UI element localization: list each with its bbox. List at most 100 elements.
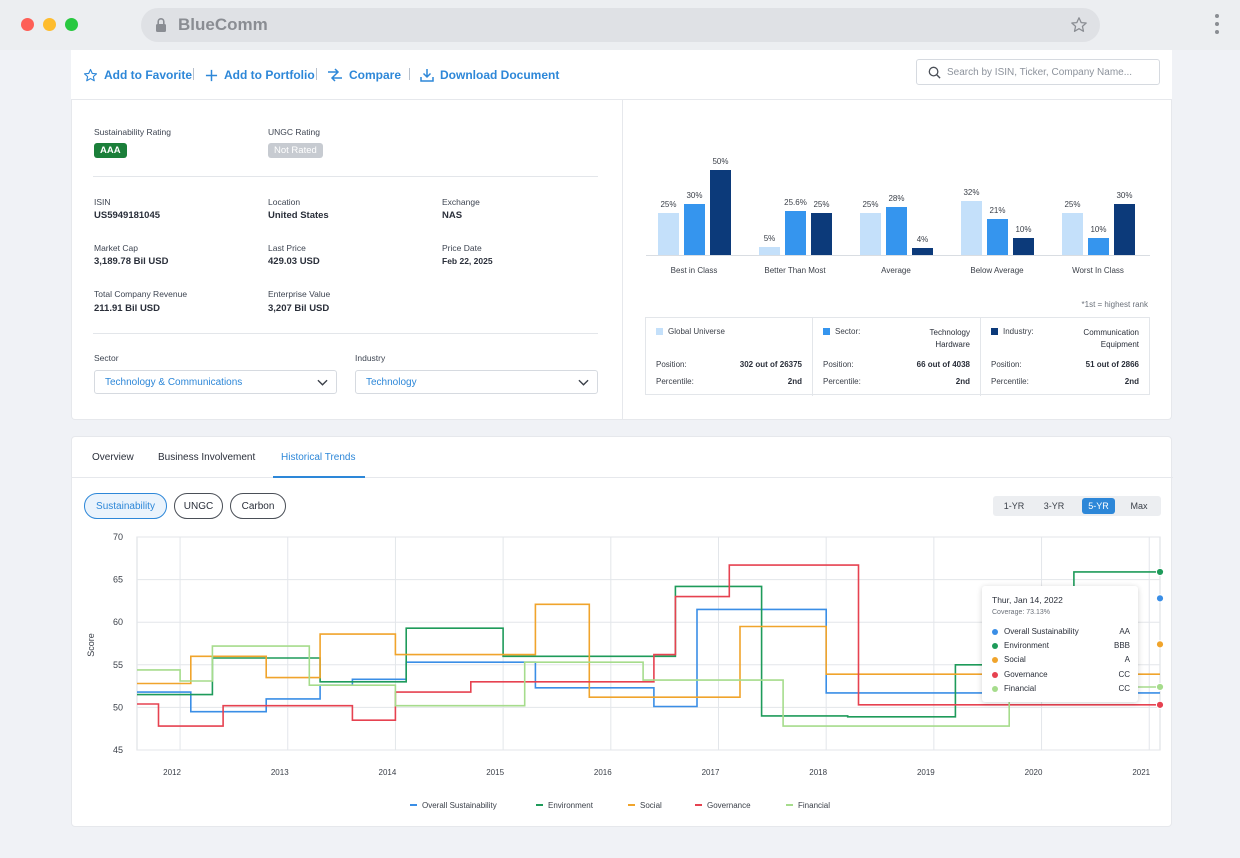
x-tick-label: 2012 bbox=[163, 768, 181, 777]
industry-selected-value: Technology bbox=[366, 377, 417, 388]
price-date-label: Price Date bbox=[442, 243, 482, 253]
legend-swatch bbox=[991, 328, 998, 335]
position-label: Position: bbox=[991, 360, 1022, 369]
distribution-bar bbox=[1062, 212, 1083, 255]
percentile-label: Percentile: bbox=[823, 377, 861, 386]
exchange-value: NAS bbox=[442, 210, 463, 221]
close-window-button[interactable] bbox=[21, 18, 34, 31]
y-tick-label: 45 bbox=[113, 745, 123, 755]
tab-business-involvement[interactable]: Business Involvement bbox=[158, 452, 256, 463]
add-to-favorite-label: Add to Favorite bbox=[104, 68, 193, 82]
distribution-bar-label: 10% bbox=[1090, 225, 1107, 234]
plus-icon bbox=[205, 69, 218, 81]
tooltip-dot bbox=[992, 629, 998, 635]
distribution-bar bbox=[658, 212, 679, 255]
tab-overview[interactable]: Overview bbox=[92, 452, 134, 463]
distribution-bar bbox=[785, 211, 806, 255]
range-5yr-button[interactable]: 5-YR bbox=[1082, 498, 1115, 514]
range-3yr-button[interactable]: 3-YR bbox=[1043, 501, 1065, 511]
section-divider bbox=[93, 176, 598, 177]
filter-sustainability[interactable]: Sustainability bbox=[84, 493, 167, 519]
tooltip-row: Financial CC bbox=[992, 684, 1130, 696]
rank-column-title: Industry: bbox=[1003, 327, 1034, 336]
y-tick-label: 50 bbox=[113, 702, 123, 712]
download-document-button[interactable]: Download Document bbox=[420, 65, 559, 85]
tooltip-series-value: A bbox=[1124, 655, 1130, 665]
series-end-marker bbox=[1155, 640, 1165, 649]
maximize-window-button[interactable] bbox=[65, 18, 78, 31]
tooltip-row: Overall Sustainability AA bbox=[992, 627, 1130, 639]
add-to-favorite-button[interactable]: Add to Favorite bbox=[83, 65, 192, 85]
tab-historical-trends[interactable]: Historical Trends bbox=[281, 452, 356, 463]
tooltip-coverage: Coverage: 73.13% bbox=[992, 609, 1050, 616]
action-toolbar: Add to Favorite Add to Portfolio Compare… bbox=[71, 50, 1172, 100]
distribution-bar bbox=[912, 248, 933, 255]
location-value: United States bbox=[268, 210, 329, 221]
lock-icon bbox=[156, 18, 166, 32]
tooltip-row: Environment BBB bbox=[992, 641, 1130, 653]
search-icon bbox=[928, 66, 941, 79]
distribution-bar-label: 25.6% bbox=[784, 198, 807, 208]
sector-selected-value: Technology & Communications bbox=[105, 377, 243, 388]
distribution-bar-label: 25% bbox=[1064, 199, 1081, 209]
browser-menu-icon[interactable] bbox=[1210, 14, 1224, 38]
range-1yr-button[interactable]: 1-YR bbox=[1003, 501, 1025, 511]
distribution-bar-label: 4% bbox=[916, 235, 929, 245]
rank-column-title: Sector: bbox=[835, 327, 861, 336]
browser-chrome: BlueComm bbox=[0, 0, 1240, 50]
percentile-value: 2nd bbox=[955, 377, 970, 386]
rank-info-column: Global Universe Position: 302 out of 26375… bbox=[646, 318, 813, 396]
distribution-bar-label: 21% bbox=[989, 206, 1006, 216]
sector-select[interactable]: Technology & Communications bbox=[94, 370, 337, 394]
rank-column-title: Global Universe bbox=[668, 327, 725, 336]
distribution-bar bbox=[1013, 238, 1034, 255]
ungc-rating-label: UNGC Rating bbox=[268, 127, 320, 137]
toolbar-divider bbox=[193, 68, 194, 80]
address-bar[interactable]: BlueComm bbox=[141, 8, 1100, 42]
distribution-bar-label: 50% bbox=[712, 157, 729, 166]
search-input[interactable] bbox=[947, 63, 1152, 81]
star-icon bbox=[83, 68, 98, 81]
x-tick-label: 2021 bbox=[1132, 768, 1150, 777]
position-value: 302 out of 26375 bbox=[739, 360, 802, 369]
market-cap-label: Market Cap bbox=[94, 243, 138, 253]
x-tick-label: 2014 bbox=[379, 768, 397, 777]
isin-label: ISIN bbox=[94, 197, 111, 207]
series-end-marker bbox=[1155, 700, 1165, 709]
series-end-marker bbox=[1155, 567, 1165, 577]
position-value: 51 out of 2866 bbox=[1085, 360, 1139, 369]
tooltip-series-name: Social bbox=[1004, 655, 1026, 665]
bookmark-star-icon[interactable] bbox=[1070, 16, 1088, 34]
rank-column-subtitle: Technology Hardware bbox=[929, 328, 970, 349]
distribution-bar-label: 10% bbox=[1015, 225, 1032, 234]
distribution-bar bbox=[987, 219, 1008, 255]
tooltip-series-name: Governance bbox=[1004, 669, 1048, 679]
x-tick-label: 2015 bbox=[486, 768, 504, 777]
x-tick-label: 2020 bbox=[1025, 768, 1043, 777]
compare-arrows-icon bbox=[328, 68, 342, 82]
legend-label: Environment bbox=[548, 801, 594, 810]
search-box[interactable] bbox=[916, 59, 1160, 85]
compare-button[interactable]: Compare bbox=[327, 65, 401, 85]
rank-note: *1st = highest rank bbox=[1081, 300, 1148, 309]
revenue-value: 211.91 Bil USD bbox=[94, 303, 161, 314]
tooltip-series-name: Overall Sustainability bbox=[1004, 627, 1079, 636]
add-to-portfolio-button[interactable]: Add to Portfolio bbox=[205, 65, 315, 85]
rank-column-subtitle: Communication Equipment bbox=[1083, 328, 1139, 349]
filter-carbon[interactable]: Carbon bbox=[230, 493, 286, 519]
percentile-label: Percentile: bbox=[991, 377, 1029, 386]
minimize-window-button[interactable] bbox=[43, 18, 56, 31]
revenue-label: Total Company Revenue bbox=[94, 289, 188, 299]
distribution-baseline bbox=[646, 255, 1150, 256]
toolbar-divider bbox=[409, 68, 410, 80]
rank-info-table: Global Universe Position: 302 out of 26375… bbox=[645, 317, 1150, 396]
x-tick-label: 2018 bbox=[809, 768, 827, 777]
percentile-value: 2nd bbox=[787, 377, 802, 386]
industry-select[interactable]: Technology bbox=[355, 370, 598, 394]
filter-ungc[interactable]: UNGC bbox=[174, 493, 223, 519]
distribution-bar bbox=[684, 204, 705, 255]
distribution-bar-label: 25% bbox=[862, 199, 879, 209]
range-max-button[interactable]: Max bbox=[1130, 501, 1148, 511]
distribution-category-label: Worst In Class bbox=[1072, 266, 1124, 275]
distribution-bar-label: 32% bbox=[963, 187, 980, 197]
